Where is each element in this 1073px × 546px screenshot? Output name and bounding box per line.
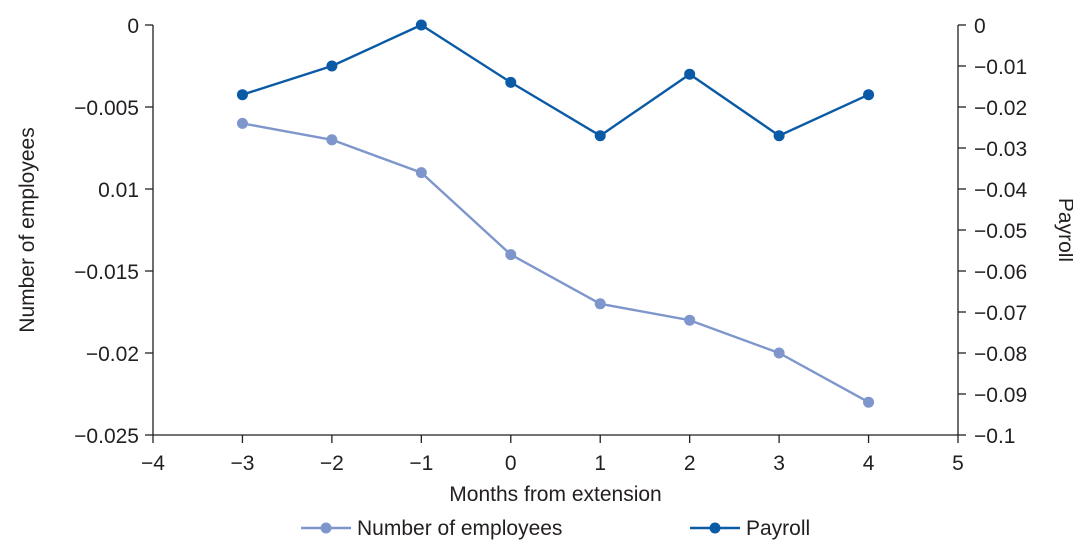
right-y-tick-label: −0.08 <box>974 343 1027 366</box>
data-point-number-of-employees <box>415 167 427 179</box>
data-point-number-of-employees <box>684 314 696 326</box>
axes <box>152 25 959 436</box>
legend-item-payroll: Payroll <box>690 517 810 540</box>
x-tick-label: 3 <box>773 452 785 475</box>
right-y-tick-label: −0.06 <box>974 261 1027 284</box>
series-line-payroll <box>242 23 870 137</box>
data-point-payroll <box>505 76 517 88</box>
right-y-tick-label: −0.1 <box>974 425 1015 448</box>
left-y-tick-label: −0.02 <box>86 343 139 366</box>
left-y-tick-label: −0.005 <box>74 97 139 120</box>
right-y-tick-label: −0.07 <box>974 302 1027 325</box>
x-axis-title: Months from extension <box>449 483 661 506</box>
data-point-payroll <box>863 89 875 101</box>
data-point-payroll <box>594 130 606 142</box>
legend-swatch-marker <box>709 522 721 534</box>
series-line-number-of-employees <box>242 122 870 404</box>
left-y-axis-title: Number of employees <box>16 127 39 332</box>
right-y-tick-label: −0.01 <box>974 56 1027 79</box>
legend-item-number-of-employees: Number of employees <box>301 517 562 540</box>
right-y-tick-label: −0.04 <box>974 179 1027 202</box>
x-tick-label: −2 <box>320 452 344 475</box>
data-point-number-of-employees <box>773 347 785 359</box>
x-tick-label: 4 <box>863 452 875 475</box>
data-point-payroll <box>684 68 696 80</box>
data-point-number-of-employees <box>863 396 875 408</box>
right-y-tick-label: −0.03 <box>974 138 1027 161</box>
legend-swatch-marker <box>320 522 332 534</box>
x-tick-label: −4 <box>141 452 165 475</box>
data-point-payroll <box>773 130 785 142</box>
data-point-payroll <box>236 89 248 101</box>
left-y-tick-label: 0.01 <box>98 179 139 202</box>
tick-marks-and-labels: −4 −3 −2 −1 0 1 2 3 4 5 0 −0.005 0.01 −0.015 −0.02 −0.0… <box>74 15 1027 475</box>
data-point-number-of-employees <box>505 249 517 261</box>
x-tick-label: −3 <box>230 452 254 475</box>
right-y-axis-title: Payroll <box>1054 198 1073 262</box>
legend-label: Payroll <box>746 517 810 540</box>
data-point-number-of-employees <box>594 298 606 310</box>
right-y-tick-label: −0.02 <box>974 97 1027 120</box>
data-series <box>236 19 875 408</box>
data-point-number-of-employees <box>326 134 338 146</box>
x-tick-label: −1 <box>409 452 433 475</box>
right-y-tick-label: −0.09 <box>974 384 1027 407</box>
x-tick-label: 1 <box>594 452 606 475</box>
right-y-tick-label: −0.05 <box>974 220 1027 243</box>
right-y-tick-label: 0 <box>974 15 986 38</box>
left-y-tick-label: −0.025 <box>74 425 139 448</box>
x-tick-label: 0 <box>505 452 517 475</box>
x-tick-label: 5 <box>952 452 964 475</box>
left-y-tick-label: −0.015 <box>74 261 139 284</box>
data-point-payroll <box>326 60 338 72</box>
x-tick-label: 2 <box>684 452 696 475</box>
legend-label: Number of employees <box>357 517 562 540</box>
left-y-tick-label: 0 <box>127 15 139 38</box>
data-point-number-of-employees <box>236 117 248 129</box>
data-point-payroll <box>415 19 427 31</box>
legend: Number of employees Payroll <box>301 517 810 540</box>
